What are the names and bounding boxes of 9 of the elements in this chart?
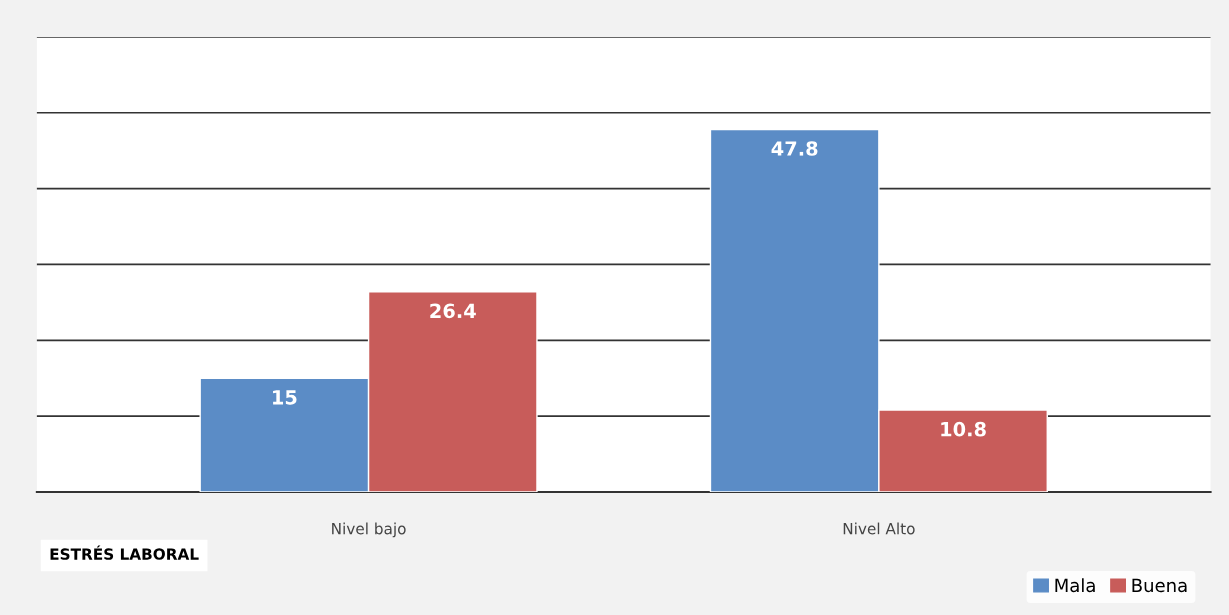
text: ESTRÉS LABORAL: [50, 545, 199, 560]
legend-label: Mala: [1055, 578, 1095, 593]
data-label: 15: [273, 390, 297, 405]
x-tick-label: Nivel Alto: [843, 522, 915, 535]
legend-label: Buena: [1132, 578, 1187, 593]
x-tick-label: Nivel bajo: [332, 522, 406, 538]
data-label: 10.8: [941, 421, 986, 437]
data-label: 47.8: [771, 141, 818, 156]
data-label: 26.4: [430, 303, 476, 319]
